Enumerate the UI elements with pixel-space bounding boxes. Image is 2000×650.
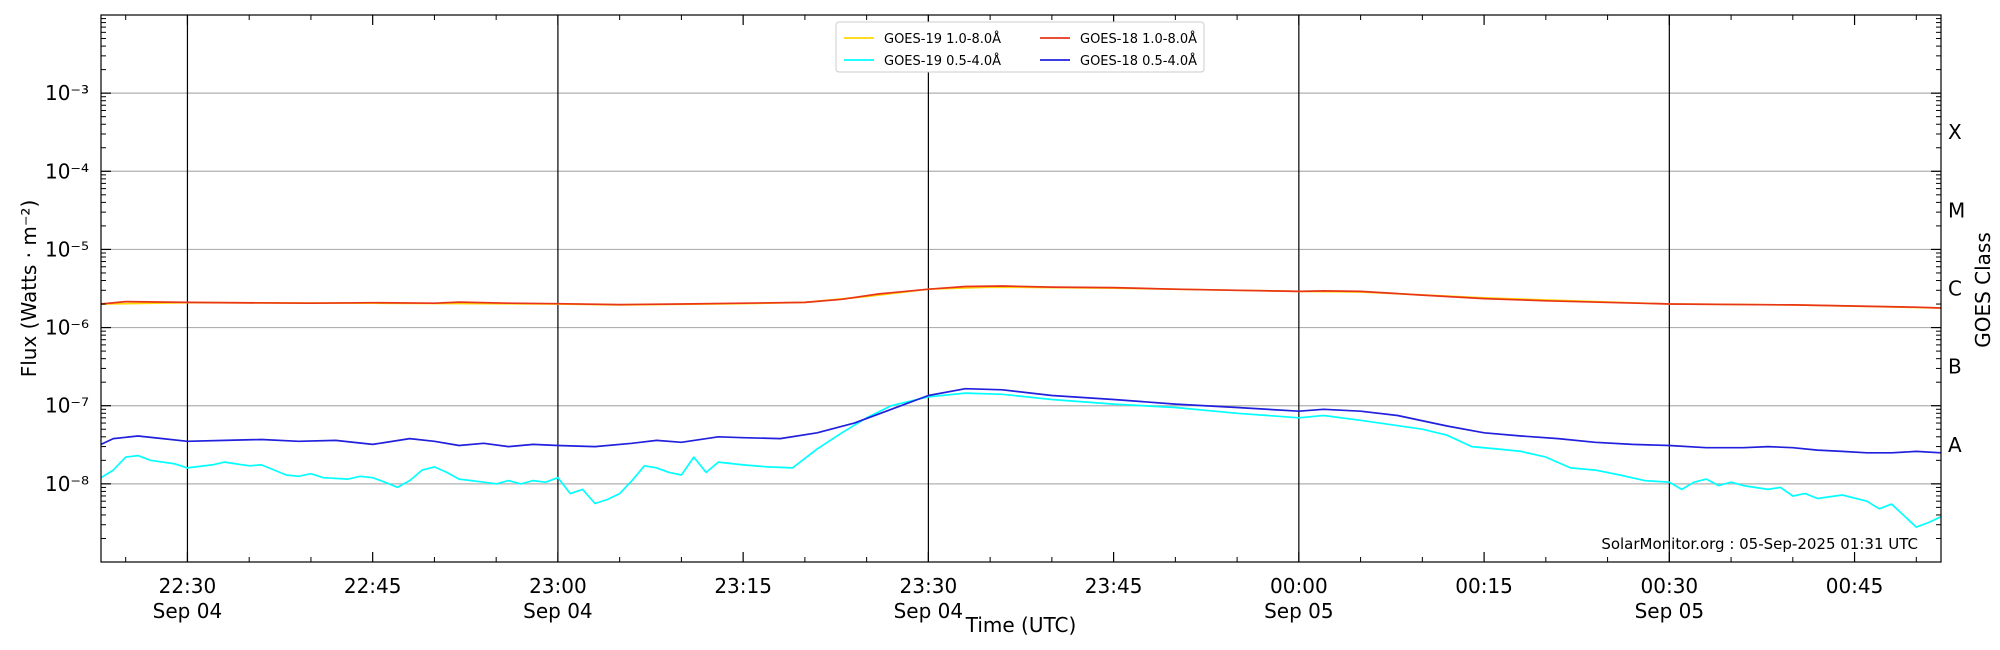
legend-entry-label: GOES-18 1.0-8.0Å [1080,31,1197,47]
y-tick-label: 10⁻³ [45,81,89,105]
x-axis-title: Time (UTC) [965,613,1077,637]
x-tick-date-label: Sep 04 [523,599,593,623]
x-tick-label: 23:30 [900,574,958,598]
time-markers-layer [186,15,1670,562]
x-tick-label: 00:45 [1826,574,1884,598]
y-tick-label: 10⁻⁴ [45,159,89,183]
y-tick-label: 10⁻⁵ [45,237,89,261]
goes-class-label: B [1948,355,1962,379]
x-tick-date-label: Sep 05 [1264,599,1334,623]
x-tick-label: 00:30 [1641,574,1699,598]
legend-entry-label: GOES-19 0.5-4.0Å [884,53,1001,69]
credit-annotation: SolarMonitor.org : 05-Sep-2025 01:31 UTC [1601,535,1918,553]
goes-class-label: M [1948,198,1965,222]
series-line [100,392,1942,528]
plot-frame [100,14,1942,563]
y-tick-label: 10⁻⁶ [45,316,89,340]
x-tick-label: 00:00 [1270,574,1328,598]
series-layer [100,285,1942,528]
y-axis-title: Flux (Watts · m⁻²) [17,200,41,378]
goes-class-axis-title: GOES Class [1971,232,1995,348]
y-tick-label: 10⁻⁸ [45,472,89,496]
x-tick-label: 23:00 [529,574,587,598]
x-tick-date-label: Sep 04 [894,599,964,623]
x-tick-label: 00:15 [1455,574,1513,598]
legend-entry-label: GOES-18 0.5-4.0Å [1080,53,1197,69]
y-tick-label: 10⁻⁷ [45,394,89,418]
goes-class-label: C [1948,277,1962,301]
x-tick-label: 22:45 [344,574,402,598]
x-tick-label: 22:30 [159,574,217,598]
x-tick-date-label: Sep 05 [1635,599,1705,623]
legend-entry-label: GOES-19 1.0-8.0Å [884,31,1001,47]
legend-box [835,21,1205,73]
series-line [100,387,1942,454]
goes-class-label: X [1948,120,1962,144]
legend: GOES-19 1.0-8.0Å GOES-19 0.5-4.0Å GOES-18 … [835,21,1205,73]
x-tick-label: 23:45 [1085,574,1143,598]
grid-layer [101,92,1941,485]
x-tick-date-label: Sep 04 [153,599,223,623]
x-tick-label: 23:15 [714,574,772,598]
goes-class-label: A [1948,433,1962,457]
series-line [100,285,1942,309]
